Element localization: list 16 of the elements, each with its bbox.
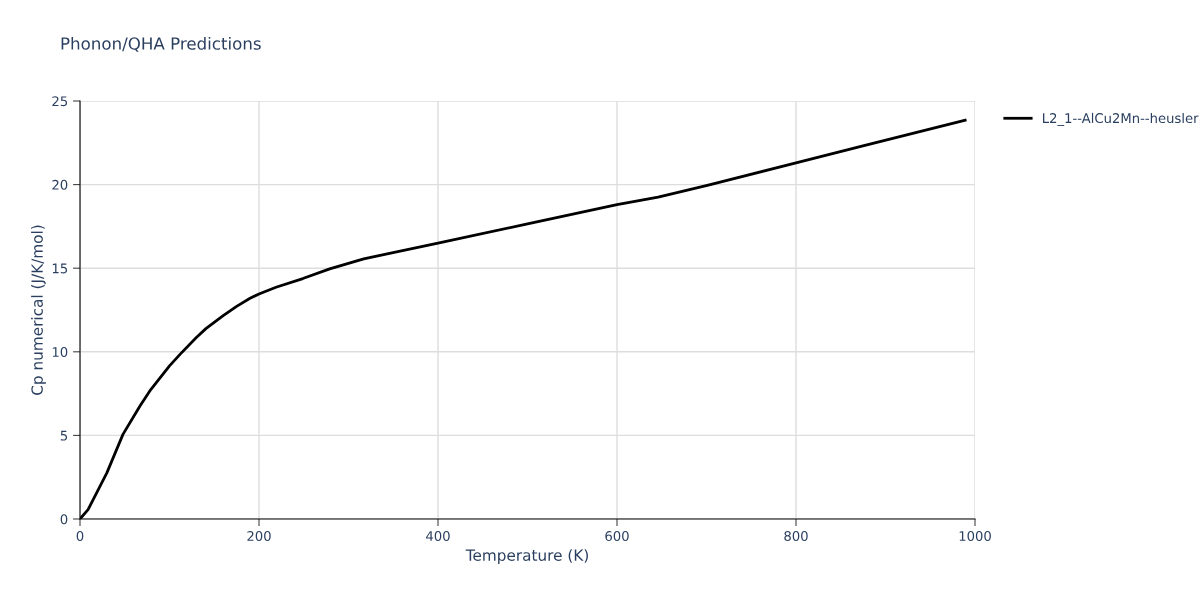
y-tick-label: 0 <box>60 514 68 525</box>
x-tick-label: 200 <box>247 531 271 542</box>
chart-title: Phonon/QHA Predictions <box>61 36 261 52</box>
x-tick-label: 800 <box>784 531 808 542</box>
y-tick-label: 20 <box>52 179 68 190</box>
y-axis-title: Cp numerical (J/K/mol) <box>31 225 46 395</box>
x-tick-label: 400 <box>426 531 450 542</box>
legend-label: L2_1--AlCu2Mn--heusler <box>1043 112 1199 127</box>
y-tick-label: 15 <box>52 263 68 274</box>
x-tick-label: 600 <box>605 531 629 542</box>
x-axis-title: Temperature (K) <box>465 549 588 564</box>
y-tick-label: 25 <box>52 96 68 107</box>
y-tick-label: 10 <box>52 347 68 357</box>
x-tick-label: 1000 <box>959 531 991 542</box>
x-tick-label: 0 <box>76 531 84 542</box>
y-tick-label: 5 <box>60 430 68 441</box>
